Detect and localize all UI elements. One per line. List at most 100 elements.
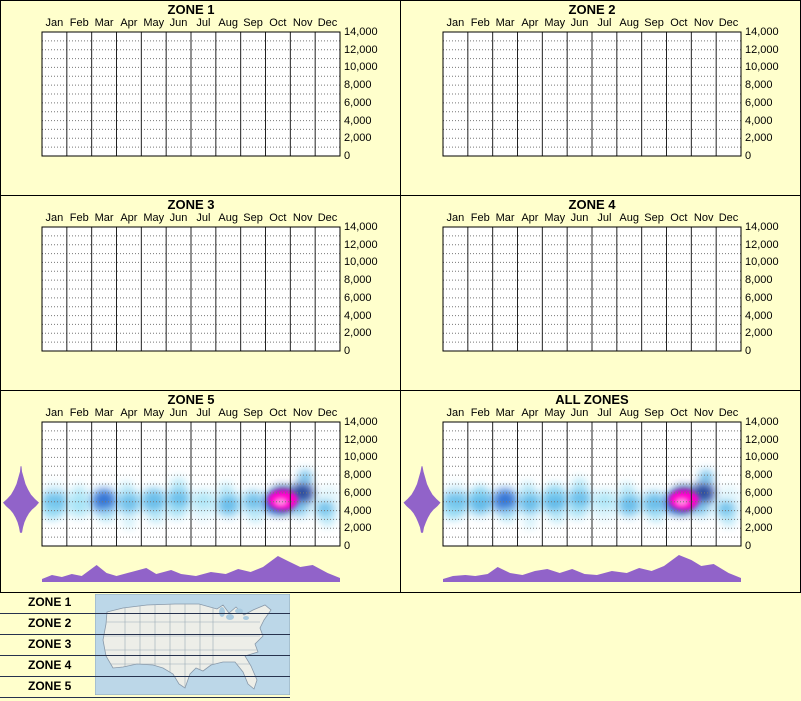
month-label: Feb — [69, 17, 89, 29]
month-label: May — [143, 212, 165, 224]
y-axis-label: 4,000 — [745, 114, 773, 127]
y-axis-label: 12,000 — [745, 433, 779, 446]
panel-title: ZONE 2 — [568, 2, 616, 17]
y-axis-label: 8,000 — [344, 469, 372, 482]
y-axis-label: 10,000 — [745, 61, 779, 74]
legend-divider — [0, 634, 290, 635]
y-axis-label: 0 — [745, 540, 752, 552]
us-zone-map — [95, 594, 290, 695]
y-axis-label: 2,000 — [745, 522, 773, 535]
month-label: Jun — [570, 212, 589, 224]
y-axis-label: 6,000 — [745, 96, 773, 109]
map-landmass — [102, 603, 272, 690]
legend-divider — [0, 697, 290, 698]
month-label: Mar — [94, 212, 114, 224]
month-label: Jul — [597, 407, 612, 419]
month-label: Apr — [120, 407, 138, 419]
y-axis-label: 10,000 — [745, 256, 779, 269]
plot-grid — [442, 226, 742, 352]
month-label: Feb — [69, 407, 89, 419]
y-axis-label: 10,000 — [745, 451, 779, 464]
month-label: Jan — [446, 17, 465, 29]
y-axis-label: 6,000 — [344, 291, 372, 304]
y-axis-label: 2,000 — [344, 327, 372, 340]
y-axis-label: 12,000 — [344, 238, 378, 251]
month-label: Nov — [693, 212, 714, 224]
month-label: Aug — [619, 407, 639, 419]
y-axis-label: 8,000 — [344, 274, 372, 287]
month-label: May — [544, 407, 566, 419]
month-label: Sep — [243, 212, 263, 224]
month-label: Feb — [470, 212, 490, 224]
legend-item-zone-1: ZONE 1 — [0, 592, 290, 613]
y-axis-label: 12,000 — [745, 43, 779, 56]
y-axis-label: 2,000 — [344, 132, 372, 145]
month-label: Sep — [644, 407, 664, 419]
y-axis-label: 2,000 — [745, 327, 773, 340]
month-label: Dec — [317, 17, 338, 29]
y-axis-label: 14,000 — [745, 221, 779, 233]
month-label: Nov — [693, 407, 714, 419]
y-axis-label: 14,000 — [344, 26, 378, 38]
month-label: Jan — [446, 407, 465, 419]
month-label: May — [544, 17, 566, 29]
month-label: Aug — [218, 407, 238, 419]
plot-grid — [41, 226, 341, 352]
month-label: Sep — [243, 407, 263, 419]
y-axis-label: 12,000 — [745, 238, 779, 251]
month-label: Jul — [196, 17, 211, 29]
y-axis-label: 0 — [745, 345, 752, 357]
month-label: Nov — [292, 17, 313, 29]
month-label: Apr — [521, 17, 539, 29]
month-label: Aug — [218, 17, 238, 29]
y-axis-label: 6,000 — [745, 291, 773, 304]
panel-divider — [0, 592, 801, 593]
plot-grid — [403, 421, 742, 582]
month-label: Feb — [69, 212, 89, 224]
y-axis-label: 12,000 — [344, 43, 378, 56]
legend-item-zone-4: ZONE 4 — [0, 655, 290, 676]
plot-grid — [3, 421, 341, 582]
month-label: Jan — [45, 17, 64, 29]
month-label: Feb — [470, 17, 490, 29]
month-label: Jan — [45, 212, 64, 224]
month-label: Jul — [597, 17, 612, 29]
month-label: May — [143, 17, 165, 29]
month-label: Aug — [218, 212, 238, 224]
month-label: Oct — [670, 407, 688, 419]
y-axis-label: 0 — [344, 345, 351, 357]
legend-label: ZONE 2 — [28, 616, 72, 630]
y-axis-label: 14,000 — [344, 416, 378, 428]
legend-divider — [0, 676, 290, 677]
panel-title: ZONE 4 — [568, 197, 616, 212]
legend-item-zone-5: ZONE 5 — [0, 676, 290, 697]
panel-all-zones: ALL ZONES Jan Feb Mar Apr May Jun Jul Aug Sep Oct… — [401, 390, 801, 592]
month-axis: Jan Feb Mar Apr May Jun Jul Aug Sep Oct Nov Dec — [443, 212, 741, 224]
y-axis-label: 10,000 — [344, 61, 378, 74]
month-label: Jan — [446, 212, 465, 224]
y-axis-label: 0 — [344, 540, 351, 552]
month-label: Apr — [521, 212, 539, 224]
month-label: Dec — [718, 212, 739, 224]
y-axis-label: 0 — [344, 150, 351, 162]
y-axis-label: 4,000 — [745, 309, 773, 322]
legend-item-zone-3: ZONE 3 — [0, 634, 290, 655]
month-label: Feb — [470, 407, 490, 419]
month-label: Jul — [597, 212, 612, 224]
month-label: Apr — [120, 212, 138, 224]
month-label: Jul — [196, 407, 211, 419]
y-axis-label: 14,000 — [745, 26, 779, 38]
month-label: Nov — [292, 407, 313, 419]
month-label: Dec — [718, 407, 739, 419]
y-axis-label: 10,000 — [344, 256, 378, 269]
y-axis-label: 8,000 — [344, 79, 372, 92]
month-axis: Jan Feb Mar Apr May Jun Jul Aug Sep Oct Nov Dec — [443, 17, 741, 29]
y-axis-label: 10,000 — [344, 451, 378, 464]
legend-label: ZONE 4 — [28, 658, 72, 672]
legend-divider — [0, 613, 290, 614]
y-axis-label: 4,000 — [344, 309, 372, 322]
panel-title: ZONE 3 — [167, 197, 215, 212]
month-label: Jan — [45, 407, 64, 419]
legend-label: ZONE 1 — [28, 595, 72, 609]
